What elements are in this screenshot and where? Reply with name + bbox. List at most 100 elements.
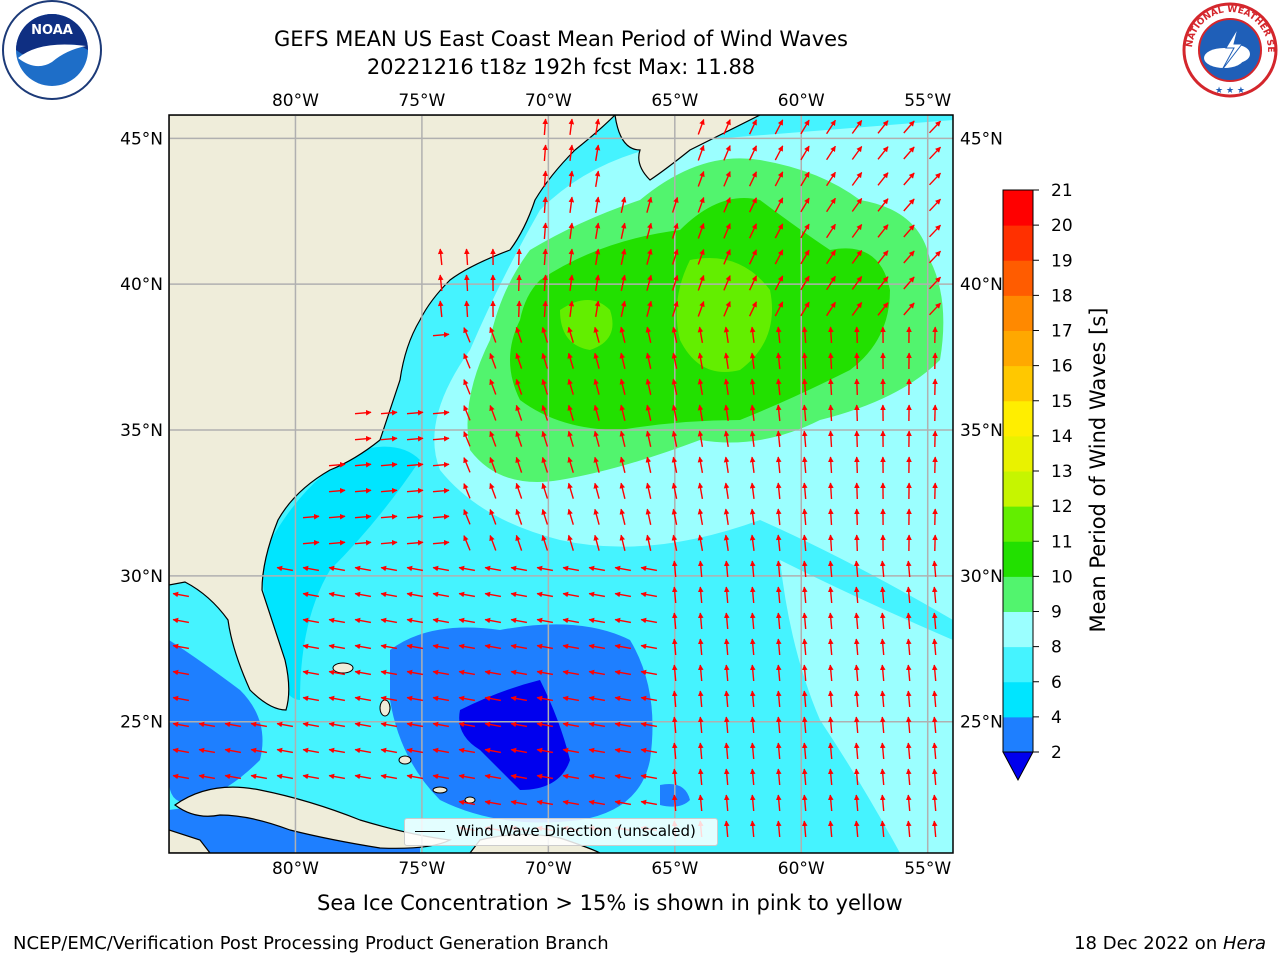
wave-direction-arrow (536, 695, 554, 702)
wave-direction-arrow (877, 250, 889, 264)
wave-direction-arrow (801, 794, 808, 812)
wave-direction-arrow (380, 721, 398, 728)
wave-direction-arrow (697, 326, 704, 344)
wave-direction-arrow (671, 482, 678, 499)
colorbar-segment (1003, 646, 1033, 683)
wave-direction-arrow (328, 461, 346, 468)
chart-subtitle: 20221216 t18z 192h fcst Max: 11.88 (366, 55, 756, 79)
wave-direction-arrow (458, 799, 476, 806)
wave-direction-arrow (905, 690, 912, 708)
wave-direction-arrow (723, 404, 730, 422)
wave-direction-arrow (464, 300, 470, 318)
wave-direction-arrow (515, 404, 523, 421)
wave-direction-arrow (567, 404, 574, 421)
wave-direction-arrow (801, 326, 808, 344)
wave-direction-arrow (380, 565, 398, 572)
wave-direction-arrow (801, 716, 808, 734)
wave-direction-arrow (432, 721, 450, 728)
wave-direction-arrow (671, 716, 678, 734)
wave-direction-arrow (723, 586, 730, 604)
wave-direction-arrow (432, 409, 450, 416)
wave-direction-arrow (853, 820, 860, 838)
wave-direction-arrow (380, 747, 398, 754)
wave-direction-arrow (826, 119, 836, 135)
lat-tick-label-right: 25°N (960, 713, 1003, 733)
wave-direction-arrow (328, 565, 346, 572)
wave-direction-arrow (723, 482, 730, 500)
wave-direction-arrow (723, 119, 731, 135)
wave-direction-arrow (828, 352, 834, 370)
wave-direction-arrow (568, 274, 575, 291)
colorbar-tick-label: 21 (1051, 181, 1073, 201)
wave-direction-arrow (489, 534, 497, 551)
date-text: 18 Dec 2022 on (1074, 933, 1223, 954)
wave-direction-arrow (380, 487, 398, 494)
wave-direction-arrow (567, 456, 574, 473)
wave-direction-arrow (406, 409, 424, 416)
lat-tick-label-left: 35°N (120, 421, 163, 441)
wave-direction-arrow (567, 430, 574, 447)
wave-direction-arrow (458, 643, 476, 650)
wave-direction-arrow (541, 430, 549, 447)
colorbar-tick-label: 6 (1051, 673, 1062, 693)
lon-tick-label-bottom: 55°W (904, 859, 951, 879)
wave-direction-arrow (172, 695, 190, 702)
wave-direction-arrow (879, 742, 886, 760)
colorbar-tick-label: 19 (1051, 251, 1073, 271)
wave-direction-arrow (671, 664, 678, 682)
wave-direction-arrow (515, 430, 523, 447)
wave-direction-arrow (905, 664, 912, 682)
wave-direction-arrow (645, 326, 652, 343)
wave-direction-arrow (671, 352, 678, 369)
wave-direction-arrow (640, 799, 658, 806)
wave-direction-arrow (328, 643, 346, 650)
wave-direction-arrow (567, 326, 574, 343)
wave-direction-arrow (671, 690, 678, 708)
wave-direction-arrow (640, 617, 658, 624)
date-line: 18 Dec 2022 on Hera (1074, 933, 1266, 954)
wave-direction-arrow (905, 768, 912, 786)
wave-direction-arrow (828, 404, 834, 422)
wave-direction-arrow (302, 617, 320, 624)
wave-direction-arrow (854, 508, 860, 526)
wave-direction-arrow (567, 508, 574, 525)
wave-direction-arrow (931, 586, 938, 604)
wave-direction-arrow (302, 773, 320, 780)
wave-direction-arrow (380, 539, 398, 546)
wave-direction-arrow (879, 560, 886, 578)
lat-tick-label-right: 40°N (960, 275, 1003, 295)
wave-direction-arrow (406, 513, 424, 520)
wave-direction-arrow (826, 171, 836, 187)
wave-direction-arrow (515, 378, 523, 395)
wave-direction-arrow (645, 508, 652, 525)
wave-direction-arrow (697, 352, 704, 370)
wave-direction-arrow (826, 223, 836, 239)
wave-direction-arrow (749, 768, 756, 786)
wave-direction-arrow (542, 248, 549, 266)
wave-direction-arrow (463, 509, 471, 525)
wave-direction-arrow (775, 508, 782, 526)
wave-direction-arrow (800, 275, 810, 291)
lon-tick-label-bottom: 65°W (651, 859, 698, 879)
wave-direction-arrow (828, 482, 834, 500)
wave-direction-arrow (775, 352, 782, 370)
wave-direction-arrow (697, 300, 705, 317)
wave-direction-arrow (697, 274, 705, 291)
colorbar-segment (1003, 400, 1033, 437)
lon-tick-label-top: 65°W (651, 91, 698, 111)
wave-direction-arrow (851, 224, 863, 238)
wave-direction-arrow (749, 664, 756, 682)
wave-direction-arrow (614, 747, 632, 754)
wave-direction-arrow (827, 794, 834, 812)
wave-direction-arrow (879, 586, 886, 604)
wave-direction-arrow (515, 456, 523, 473)
wave-direction-arrow (588, 591, 606, 598)
wave-direction-arrow (302, 539, 320, 546)
colorbar-segment (1003, 435, 1033, 472)
wave-direction-arrow (879, 612, 886, 630)
wave-direction-arrow (748, 301, 758, 317)
wave-direction-arrow (877, 172, 889, 186)
wave-direction-arrow (723, 690, 730, 708)
colorbar-tick-label: 10 (1051, 567, 1073, 587)
wave-direction-arrow (515, 352, 523, 369)
